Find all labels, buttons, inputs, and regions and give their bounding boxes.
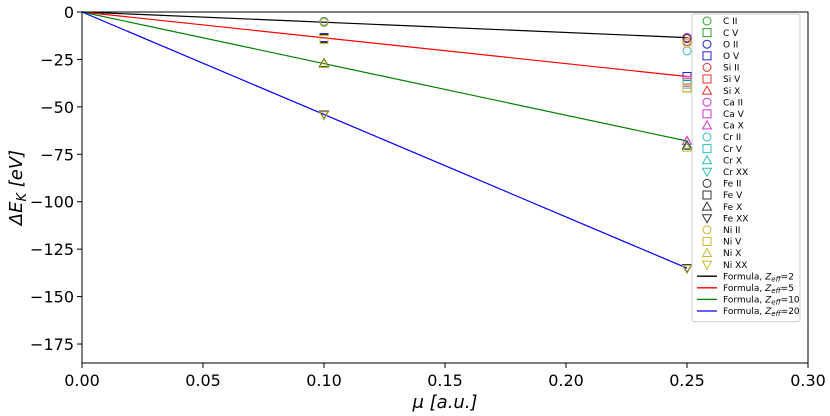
legend-marker-ca-x bbox=[701, 119, 713, 130]
line-formula-z-eff-2 bbox=[81, 11, 688, 39]
legend-marker-cr-v bbox=[702, 144, 712, 154]
point-si-v bbox=[682, 77, 692, 87]
y-tick-label: 0 bbox=[64, 3, 74, 22]
legend-marker-o-ii bbox=[702, 39, 712, 49]
point-cr-ii bbox=[682, 46, 692, 56]
y-tick-label: −150 bbox=[30, 288, 74, 307]
legend-label: Ni X bbox=[723, 249, 741, 259]
legend-label: O V bbox=[723, 52, 740, 62]
x-tick-label: 0.15 bbox=[427, 371, 463, 390]
point-ni-x bbox=[681, 142, 693, 152]
x-tick-label: 0.05 bbox=[185, 371, 221, 390]
point-ni-ii bbox=[319, 17, 329, 27]
legend-label: C V bbox=[723, 29, 739, 39]
legend-marker-o-v bbox=[702, 51, 712, 61]
y-tick-label: −25 bbox=[40, 50, 74, 69]
point-fe-ii bbox=[682, 34, 692, 44]
legend-box bbox=[691, 13, 801, 323]
line-formula-z-eff-20 bbox=[81, 11, 688, 269]
formula-lines bbox=[81, 11, 688, 269]
legend-label: Si X bbox=[723, 87, 740, 97]
legend-label: Cr X bbox=[723, 156, 742, 166]
point-ni-xx bbox=[681, 265, 693, 275]
point-ni-v bbox=[682, 83, 692, 93]
legend-marker-fe-x bbox=[701, 201, 713, 211]
line-formula-z-eff-5 bbox=[81, 11, 688, 78]
legend-marker-ca-v bbox=[702, 109, 712, 119]
legend-label: Fe II bbox=[723, 180, 741, 190]
legend-label: Fe XX bbox=[723, 214, 748, 224]
point-ni-v bbox=[319, 35, 329, 45]
y-axis-label: ΔEK [eV] bbox=[6, 150, 30, 227]
point-ni-xx bbox=[318, 111, 330, 121]
legend-label: Formula, Zeff=2 bbox=[723, 272, 794, 283]
legend-marker-ni-v bbox=[702, 236, 712, 246]
y-axis: 0 −25 −50 −75 −100 −125 −150 −175 bbox=[30, 3, 82, 354]
legend-marker-ni-xx bbox=[701, 260, 713, 271]
legend-label: C II bbox=[723, 17, 737, 27]
legend-marker-si-ii bbox=[702, 62, 712, 72]
legend-label: Cr II bbox=[723, 133, 741, 143]
y-tick-label: −50 bbox=[40, 98, 74, 117]
point-ni-ii bbox=[682, 38, 692, 48]
y-tick-label: −100 bbox=[30, 193, 74, 212]
legend-label: Ca II bbox=[723, 98, 743, 108]
x-tick-label: 0.20 bbox=[548, 371, 584, 390]
x-tick-label: 0.25 bbox=[669, 371, 705, 390]
legend-marker-fe-v bbox=[702, 190, 712, 200]
point-ca-x bbox=[681, 135, 693, 146]
legend-label: Formula, Zeff=5 bbox=[723, 284, 794, 295]
legend-label: O II bbox=[723, 40, 738, 50]
legend-label: Ni II bbox=[723, 226, 740, 236]
legend-marker-cr-ii bbox=[702, 132, 712, 142]
legend-label: Si V bbox=[723, 75, 741, 85]
x-tick-label: 0.10 bbox=[306, 371, 342, 390]
legend-label: Fe V bbox=[723, 191, 743, 201]
legend-marker-ni-x bbox=[701, 247, 713, 257]
legend-label: Ni XX bbox=[723, 261, 747, 271]
x-axis: 0.00 0.05 0.10 0.15 0.20 0.25 0.30 bbox=[64, 363, 826, 390]
legend-label: Cr XX bbox=[723, 168, 748, 178]
legend-label: Formula, Zeff=10 bbox=[723, 296, 800, 307]
legend-label: Ca V bbox=[723, 110, 745, 120]
x-axis-label: μ [a.u.] bbox=[411, 392, 477, 413]
legend-marker-cr-x bbox=[701, 154, 713, 165]
y-tick-label: −125 bbox=[30, 240, 74, 259]
legend-label: Fe X bbox=[723, 203, 742, 213]
legend-marker-fe-ii bbox=[702, 178, 712, 188]
point-fe-x bbox=[681, 140, 693, 150]
legend-marker-c-ii bbox=[702, 16, 712, 26]
line-formula-z-eff-10 bbox=[81, 11, 688, 142]
legend-marker-fe-xx bbox=[701, 214, 713, 224]
legend-marker-ca-ii bbox=[702, 97, 712, 107]
legend-label: Formula, Zeff=20 bbox=[723, 307, 800, 318]
data-points bbox=[318, 16, 693, 275]
x-tick-label: 0.30 bbox=[790, 371, 826, 390]
legend-marker-cr-xx bbox=[701, 167, 713, 178]
legend-label: Ca X bbox=[723, 122, 744, 132]
legend-marker-c-v bbox=[702, 28, 712, 38]
y-tick-label: −75 bbox=[40, 145, 74, 164]
x-tick-label: 0.00 bbox=[64, 371, 100, 390]
y-tick-label: −175 bbox=[30, 335, 74, 354]
legend-marker-si-x bbox=[701, 85, 713, 95]
legend-label: Si II bbox=[723, 64, 739, 74]
legend-marker-ni-ii bbox=[702, 225, 712, 235]
legend-label: Cr V bbox=[723, 145, 743, 155]
point-ni-x bbox=[318, 58, 330, 69]
legend-label: Ni V bbox=[723, 238, 742, 248]
legend-marker-si-v bbox=[702, 74, 712, 84]
